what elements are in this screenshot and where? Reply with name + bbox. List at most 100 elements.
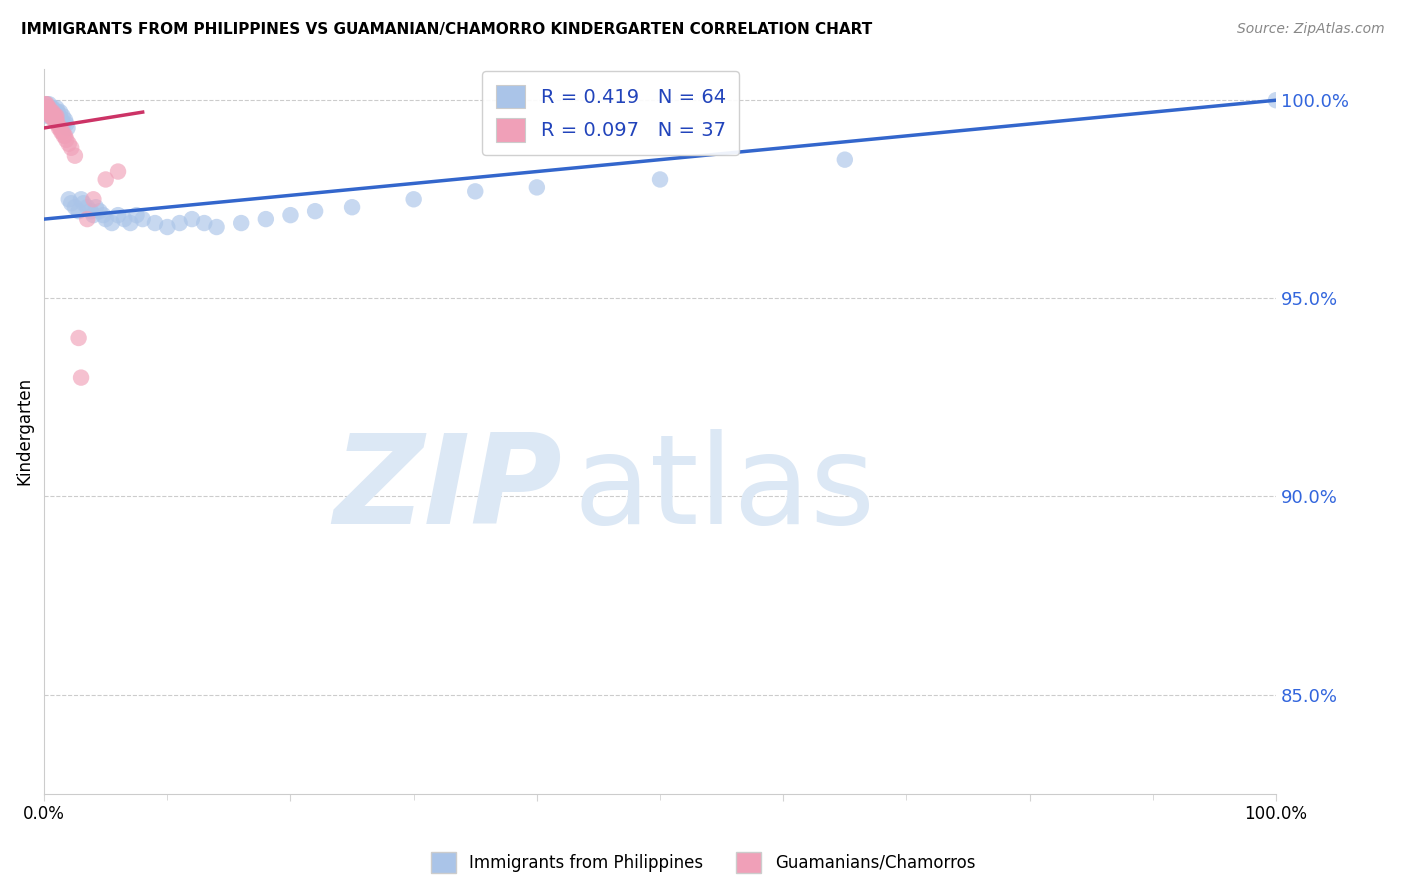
Point [76, 200, 98, 214]
Point [42, 109, 65, 123]
Text: ZIP: ZIP [333, 429, 561, 549]
Point [340, 200, 363, 214]
Text: IMMIGRANTS FROM PHILIPPINES VS GUAMANIAN/CHAMORRO KINDERGARTEN CORRELATION CHART: IMMIGRANTS FROM PHILIPPINES VS GUAMANIAN… [21, 22, 872, 37]
Point [48, 109, 70, 123]
Point [72, 196, 94, 211]
Point [53, 113, 76, 128]
Point [67, 331, 90, 345]
Point [82, 208, 104, 222]
Point [38, 101, 60, 115]
Point [45, 109, 67, 123]
Point [41, 105, 63, 120]
Point [58, 136, 80, 151]
Point [34, 97, 56, 112]
Point [169, 216, 191, 230]
Point [304, 204, 326, 219]
Point [44, 109, 66, 123]
Point [52, 117, 75, 131]
Point [67, 204, 90, 219]
Point [34, 101, 56, 115]
Point [42, 101, 65, 115]
Point [55, 117, 77, 131]
Point [52, 109, 75, 123]
Point [35, 97, 58, 112]
Point [45, 109, 67, 123]
Point [76, 212, 98, 227]
Point [44, 105, 66, 120]
Point [51, 125, 73, 139]
Point [107, 164, 129, 178]
Y-axis label: Kindergarten: Kindergarten [15, 377, 32, 485]
Point [41, 109, 63, 123]
Point [46, 105, 69, 120]
Point [49, 120, 72, 135]
Point [56, 120, 79, 135]
Point [63, 200, 86, 214]
Point [45, 113, 67, 128]
Point [37, 105, 59, 120]
Point [1265, 93, 1288, 107]
Point [44, 113, 66, 128]
Point [42, 109, 65, 123]
Point [42, 113, 65, 128]
Point [60, 196, 83, 211]
Point [254, 212, 277, 227]
Point [34, 101, 56, 115]
Point [37, 101, 59, 115]
Point [63, 149, 86, 163]
Point [37, 101, 59, 115]
Point [53, 128, 76, 143]
Point [101, 216, 124, 230]
Point [55, 133, 77, 147]
Point [60, 141, 83, 155]
Point [42, 109, 65, 123]
Point [834, 153, 856, 167]
Point [51, 113, 73, 128]
Point [91, 208, 114, 222]
Point [39, 109, 62, 123]
Point [112, 212, 135, 227]
Point [70, 370, 93, 384]
Point [89, 204, 111, 219]
Point [37, 109, 59, 123]
Point [526, 180, 548, 194]
Point [48, 120, 70, 135]
Point [38, 105, 60, 120]
Point [38, 97, 60, 112]
Point [193, 216, 215, 230]
Point [280, 208, 302, 222]
Point [82, 192, 104, 206]
Point [39, 105, 62, 120]
Point [41, 105, 63, 120]
Point [464, 185, 486, 199]
Point [41, 101, 63, 115]
Point [35, 101, 58, 115]
Point [52, 125, 75, 139]
Point [231, 216, 253, 230]
Point [42, 109, 65, 123]
Point [181, 212, 204, 227]
Point [38, 105, 60, 120]
Point [156, 220, 179, 235]
Point [42, 105, 65, 120]
Point [35, 97, 58, 112]
Point [44, 113, 66, 128]
Legend: Immigrants from Philippines, Guamanians/Chamorros: Immigrants from Philippines, Guamanians/… [425, 846, 981, 880]
Point [94, 212, 117, 227]
Point [80, 204, 103, 219]
Point [58, 192, 80, 206]
Legend: R = 0.419   N = 64, R = 0.097   N = 37: R = 0.419 N = 64, R = 0.097 N = 37 [482, 71, 740, 155]
Point [49, 105, 72, 120]
Point [39, 109, 62, 123]
Text: atlas: atlas [574, 429, 876, 549]
Point [648, 172, 671, 186]
Point [120, 216, 142, 230]
Point [84, 200, 107, 214]
Point [205, 220, 228, 235]
Text: Source: ZipAtlas.com: Source: ZipAtlas.com [1237, 22, 1385, 37]
Point [52, 128, 75, 143]
Point [143, 216, 166, 230]
Point [42, 105, 65, 120]
Point [125, 208, 148, 222]
Point [402, 192, 425, 206]
